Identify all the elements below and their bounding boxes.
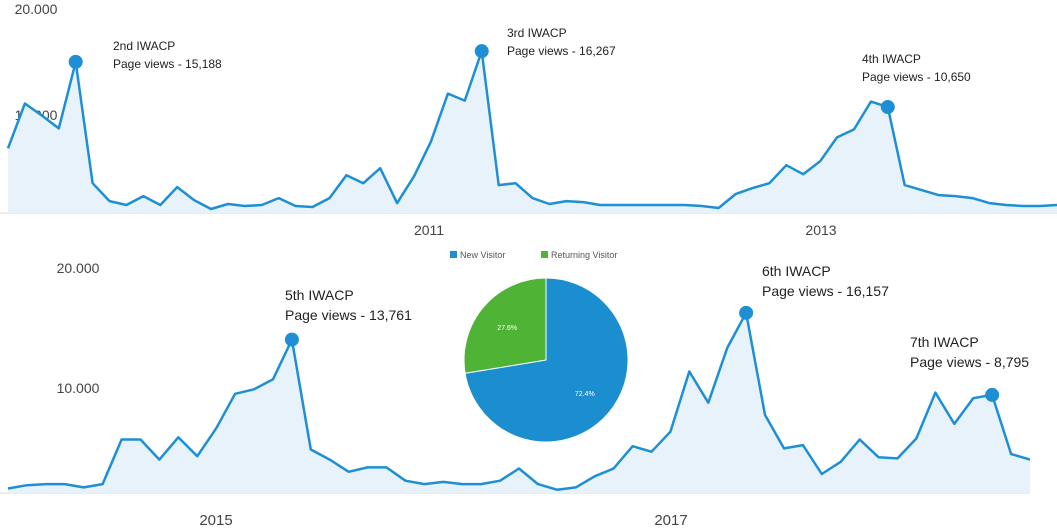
- annotation-title: 3rd IWACP: [507, 26, 567, 40]
- annotation-title: 6th IWACP: [762, 263, 831, 279]
- annotation-subtitle: Page views - 10,650: [862, 70, 971, 84]
- peak-marker: [474, 44, 489, 59]
- x-tick-label: 2013: [805, 222, 836, 238]
- visitor-pie-chart: New Visitor Returning Visitor 72.4% 27.6%: [440, 244, 650, 444]
- pie-slice: [464, 277, 629, 443]
- legend-swatch: [450, 251, 457, 258]
- annotation-subtitle: Page views - 8,795: [910, 354, 1029, 370]
- annotation-subtitle: Page views - 13,761: [285, 307, 412, 323]
- annotation-title: 5th IWACP: [285, 287, 354, 303]
- y-axis-label: 20.000: [15, 1, 58, 17]
- pie-slice: [463, 277, 547, 374]
- pie-slice-label: 27.6%: [497, 325, 517, 332]
- x-tick-label: 2011: [414, 222, 444, 238]
- pie-slice-label: 72.4%: [575, 391, 595, 398]
- annotation-subtitle: Page views - 15,188: [113, 57, 222, 71]
- series-line: [7, 311, 1031, 491]
- annotation-subtitle: Page views - 16,267: [507, 44, 616, 58]
- x-tick-label: 2017: [654, 512, 687, 529]
- peak-marker: [739, 305, 754, 320]
- y-axis-label: 10.000: [57, 380, 100, 396]
- annotation-subtitle: Page views - 16,157: [762, 283, 889, 299]
- legend-label: New Visitor: [460, 250, 505, 260]
- peak-marker: [68, 54, 83, 69]
- x-tick-label: 2015: [199, 512, 232, 529]
- annotation-title: 7th IWACP: [910, 334, 979, 350]
- peak-marker: [880, 100, 895, 115]
- bottom-area-chart: 20.000 10.000 2015 2017 5th IWACP Page views …: [0, 260, 1031, 529]
- peak-marker: [985, 387, 1000, 402]
- annotation-title: 2nd IWACP: [113, 39, 175, 53]
- series-area: [8, 51, 1057, 213]
- legend-label: Returning Visitor: [551, 250, 617, 260]
- legend-swatch: [541, 251, 548, 258]
- series-area: [8, 312, 1030, 493]
- annotation-title: 4th IWACP: [862, 52, 921, 66]
- y-axis-label: 20.000: [57, 260, 100, 276]
- peak-marker: [284, 332, 299, 347]
